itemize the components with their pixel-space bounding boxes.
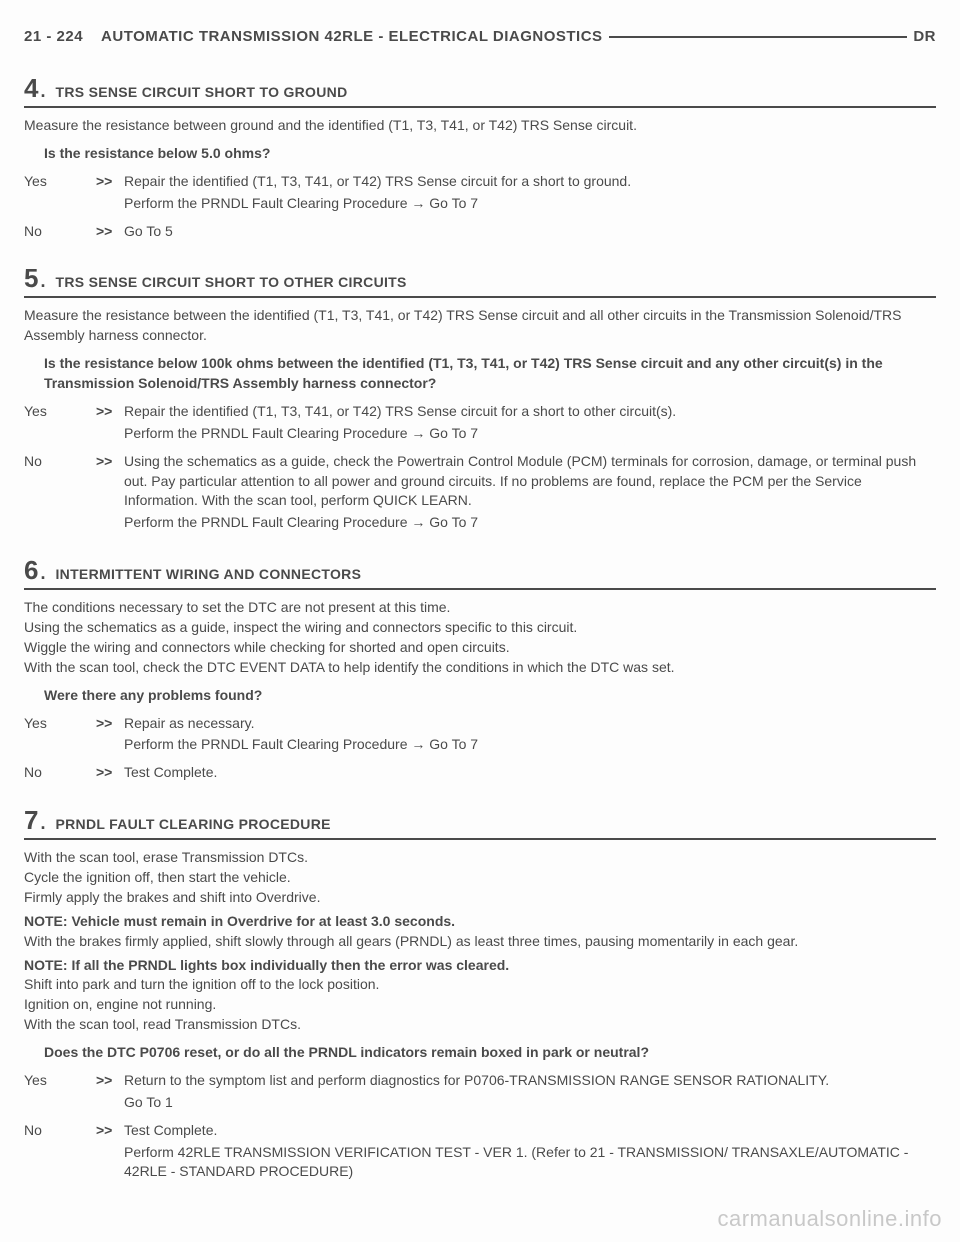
step-dot: . — [40, 563, 45, 584]
step-7-body: Cycle the ignition off, then start the v… — [24, 868, 936, 888]
step-caption: PRNDL FAULT CLEARING PROCEDURE — [55, 816, 330, 832]
header-title: AUTOMATIC TRANSMISSION 42RLE - ELECTRICA… — [101, 28, 603, 45]
step-6-title: 6 . INTERMITTENT WIRING AND CONNECTORS — [24, 555, 936, 590]
step-number: 5 — [24, 263, 38, 294]
yes-content: Repair the identified (T1, T3, T41, or T… — [124, 172, 936, 216]
no-label: No — [24, 222, 96, 244]
watermark: carmanualsonline.info — [717, 1206, 942, 1232]
step-7-no: No >> Test Complete. Perform 42RLE TRANS… — [24, 1121, 936, 1185]
yes-label: Yes — [24, 172, 96, 216]
note-line: NOTE: Vehicle must remain in Overdrive f… — [24, 912, 936, 932]
step-6-no: No >> Test Complete. — [24, 763, 936, 785]
note-line: Ignition on, engine not running. — [24, 995, 936, 1015]
step-number: 4 — [24, 73, 38, 104]
step-6-question: Were there any problems found? — [44, 686, 936, 706]
page-number: 21 - 224 — [24, 28, 83, 45]
yes-line: Go To 1 — [124, 1093, 936, 1113]
yes-label: Yes — [24, 402, 96, 446]
step-6-body: Wiggle the wiring and connectors while c… — [24, 638, 936, 658]
arrow-icon: >> — [96, 452, 124, 536]
no-content: Using the schematics as a guide, check t… — [124, 452, 936, 536]
step-dot: . — [40, 81, 45, 102]
step-5-yes: Yes >> Repair the identified (T1, T3, T4… — [24, 402, 936, 446]
no-line: Test Complete. — [124, 763, 936, 783]
step-6-yes: Yes >> Repair as necessary. Perform the … — [24, 714, 936, 758]
yes-content: Repair the identified (T1, T3, T41, or T… — [124, 402, 936, 446]
yes-line: Perform the PRNDL Fault Clearing Procedu… — [124, 424, 936, 444]
yes-line: Repair as necessary. — [124, 714, 936, 734]
yes-line: Return to the symptom list and perform d… — [124, 1071, 936, 1091]
step-4-no: No >> Go To 5 — [24, 222, 936, 244]
step-5-title: 5 . TRS SENSE CIRCUIT SHORT TO OTHER CIR… — [24, 263, 936, 298]
no-label: No — [24, 763, 96, 785]
no-label: No — [24, 452, 96, 536]
note-line: With the brakes firmly applied, shift sl… — [24, 932, 936, 952]
no-content: Go To 5 — [124, 222, 936, 244]
step-4-title: 4 . TRS SENSE CIRCUIT SHORT TO GROUND — [24, 73, 936, 108]
yes-label: Yes — [24, 714, 96, 758]
step-6-body: The conditions necessary to set the DTC … — [24, 598, 936, 618]
yes-line: Perform the PRNDL Fault Clearing Procedu… — [124, 194, 936, 214]
step-4-question: Is the resistance below 5.0 ohms? — [44, 144, 936, 164]
step-7-body: Firmly apply the brakes and shift into O… — [24, 888, 936, 908]
note-line: NOTE: If all the PRNDL lights box indivi… — [24, 956, 936, 976]
no-line: Go To 5 — [124, 222, 936, 242]
step-number: 7 — [24, 805, 38, 836]
no-line: Perform 42RLE TRANSMISSION VERIFICATION … — [124, 1143, 936, 1183]
step-7-yes: Yes >> Return to the symptom list and pe… — [24, 1071, 936, 1115]
arrow-icon: >> — [96, 402, 124, 446]
no-label: No — [24, 1121, 96, 1185]
step-dot: . — [40, 271, 45, 292]
no-content: Test Complete. Perform 42RLE TRANSMISSIO… — [124, 1121, 936, 1185]
arrow-icon: >> — [96, 1121, 124, 1185]
yes-content: Return to the symptom list and perform d… — [124, 1071, 936, 1115]
step-6-body: Using the schematics as a guide, inspect… — [24, 618, 936, 638]
step-7-question: Does the DTC P0706 reset, or do all the … — [44, 1043, 936, 1063]
step-caption: TRS SENSE CIRCUIT SHORT TO OTHER CIRCUIT… — [55, 274, 406, 290]
step-6-body: With the scan tool, check the DTC EVENT … — [24, 658, 936, 678]
page-header: 21 - 224 AUTOMATIC TRANSMISSION 42RLE - … — [24, 28, 936, 45]
no-content: Test Complete. — [124, 763, 936, 785]
arrow-icon: >> — [96, 763, 124, 785]
yes-label: Yes — [24, 1071, 96, 1115]
yes-content: Repair as necessary. Perform the PRNDL F… — [124, 714, 936, 758]
step-7-title: 7 . PRNDL FAULT CLEARING PROCEDURE — [24, 805, 936, 840]
note-line: With the scan tool, read Transmission DT… — [24, 1015, 936, 1035]
header-rule — [609, 36, 908, 38]
step-4-body: Measure the resistance between ground an… — [24, 116, 936, 136]
arrow-icon: >> — [96, 222, 124, 244]
no-line: Using the schematics as a guide, check t… — [124, 452, 936, 512]
step-caption: TRS SENSE CIRCUIT SHORT TO GROUND — [55, 84, 347, 100]
step-number: 6 — [24, 555, 38, 586]
step-5-body: Measure the resistance between the ident… — [24, 306, 936, 346]
note-line: Shift into park and turn the ignition of… — [24, 975, 936, 995]
no-line: Perform the PRNDL Fault Clearing Procedu… — [124, 513, 936, 533]
note-bold: NOTE: Vehicle must remain in Overdrive f… — [24, 913, 455, 929]
step-caption: INTERMITTENT WIRING AND CONNECTORS — [55, 566, 361, 582]
yes-line: Repair the identified (T1, T3, T41, or T… — [124, 172, 936, 192]
step-4-yes: Yes >> Repair the identified (T1, T3, T4… — [24, 172, 936, 216]
yes-line: Perform the PRNDL Fault Clearing Procedu… — [124, 735, 936, 755]
step-5-no: No >> Using the schematics as a guide, c… — [24, 452, 936, 536]
step-5-question: Is the resistance below 100k ohms betwee… — [44, 354, 936, 394]
arrow-icon: >> — [96, 172, 124, 216]
yes-line: Repair the identified (T1, T3, T41, or T… — [124, 402, 936, 422]
step-dot: . — [40, 813, 45, 834]
no-line: Test Complete. — [124, 1121, 936, 1141]
note-bold: NOTE: If all the PRNDL lights box indivi… — [24, 957, 509, 973]
arrow-icon: >> — [96, 714, 124, 758]
step-7-body: With the scan tool, erase Transmission D… — [24, 848, 936, 868]
model-code: DR — [913, 28, 936, 45]
arrow-icon: >> — [96, 1071, 124, 1115]
